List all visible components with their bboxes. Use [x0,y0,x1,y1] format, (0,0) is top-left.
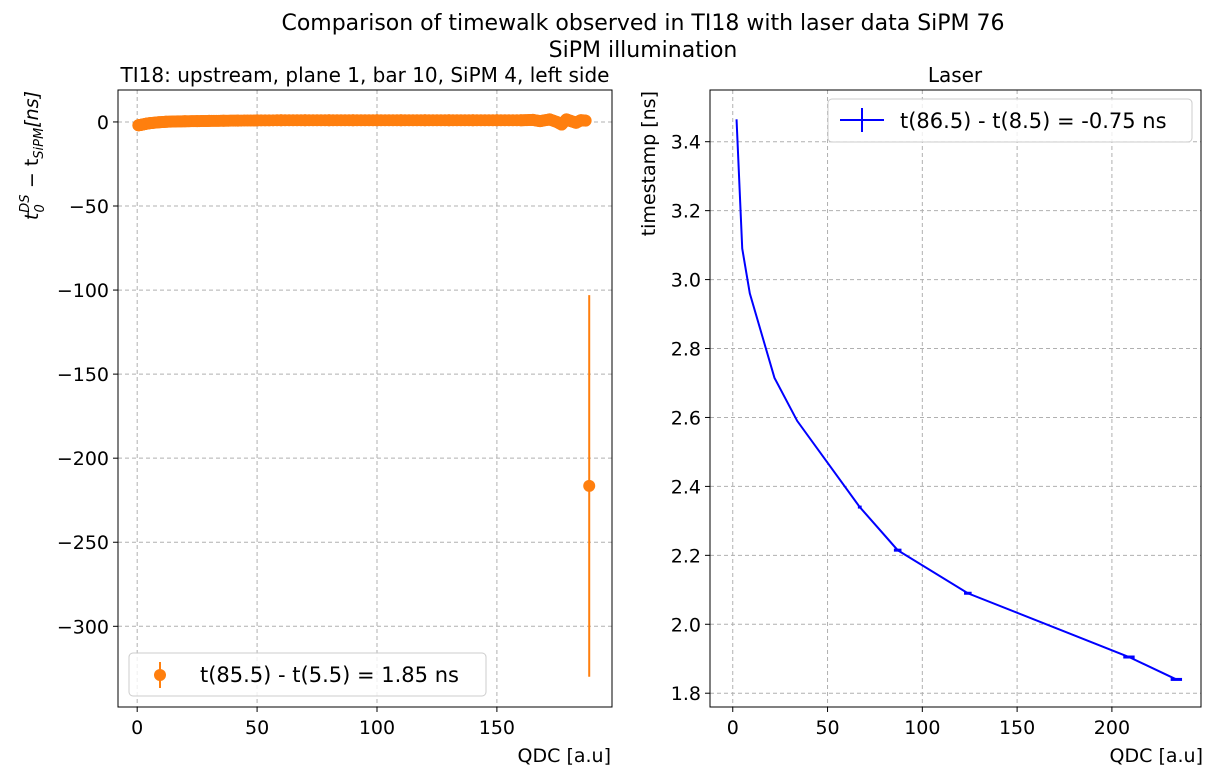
data-point [490,114,503,127]
x-tick-label: 150 [479,717,515,739]
y-tick-label: −150 [57,364,109,386]
right-chart-title: Laser [928,63,983,87]
data-point [514,114,527,127]
data-point [159,115,172,128]
y-tick-label: −300 [57,616,109,638]
x-tick-label: 0 [727,717,739,739]
y-tick-label: 3.2 [671,201,701,223]
data-point [579,114,592,127]
right-series-blue [735,119,1183,681]
x-tick-label: 150 [999,717,1035,739]
left-ticks: 0 50 100 150 0 −50 −100 −150 −200 −250 −300 [57,112,515,739]
x-tick-label: 100 [359,717,395,739]
left-chart-title: TI18: upstream, plane 1, bar 10, SiPM 4,… [120,63,610,87]
data-point [203,114,216,127]
right-legend-label: t(86.5) - t(8.5) = -0.75 ns [900,109,1167,133]
right-axes-frame [709,89,1202,708]
y-tick-label: 3.4 [671,132,701,154]
data-point [466,114,479,127]
data-point [418,114,431,127]
right-chart-panel: Laser 0 50 100 150 200 1.8 2.0 2.2 2.4 2.6 2.8 3.0 3… [638,63,1203,767]
y-tick-label: −50 [69,196,109,218]
data-point [169,115,182,128]
data-point [251,114,264,127]
y-tick-label: −200 [57,448,109,470]
left-legend-label: t(85.5) - t(5.5) = 1.85 ns [200,663,459,687]
data-point [217,114,230,127]
left-y-axis-label: tDS0 − tSiPM[ns] [18,91,48,220]
x-tick-label: 0 [131,717,143,739]
left-legend-box [128,652,487,697]
y-tick-label: 2.4 [671,476,701,498]
right-gridlines [710,90,1201,707]
data-point [583,479,596,492]
left-legend-marker [154,669,166,681]
data-point [370,114,383,127]
series-line [735,119,1177,681]
figure-title-line2: SiPM illumination [549,38,738,63]
right-legend: t(86.5) - t(8.5) = -0.75 ns [827,98,1193,143]
data-point [191,115,204,128]
figure-title-line1: Comparison of timewalk observed in TI18 … [281,11,1004,36]
x-tick-label: 200 [1094,717,1130,739]
y-tick-label: 2.0 [671,614,701,636]
left-gridlines [118,90,612,707]
data-point [299,114,312,127]
data-point [231,114,244,127]
data-point [323,114,336,127]
y-tick-label: −100 [57,280,109,302]
data-point [442,114,455,127]
x-tick-label: 50 [815,717,839,739]
y-tick-label: 2.2 [671,545,701,567]
y-tick-label: 2.8 [671,339,701,361]
data-point [179,115,192,128]
y-tick-label: 2.6 [671,407,701,429]
right-y-axis-label: timestamp [ns] [638,91,660,236]
y-tick-label: 0 [97,112,109,134]
left-legend: t(85.5) - t(5.5) = 1.85 ns [128,652,487,697]
right-legend-box [827,98,1193,143]
data-point [347,114,360,127]
left-x-axis-label: QDC [a.u] [518,745,611,767]
left-chart-panel: TI18: upstream, plane 1, bar 10, SiPM 4,… [18,63,613,767]
y-tick-label: 1.8 [671,683,701,705]
data-point [534,115,547,128]
data-point [275,114,288,127]
x-tick-label: 50 [245,717,269,739]
left-axes-frame [117,89,613,708]
right-ticks: 0 50 100 150 200 1.8 2.0 2.2 2.4 2.6 2.8 3.0 3.2 3.4 [671,132,1130,739]
left-series-orange [132,113,596,677]
data-point [394,114,407,127]
y-tick-label: −250 [57,532,109,554]
y-tick-label: 3.0 [671,270,701,292]
right-x-axis-label: QDC [a.u] [1110,745,1203,767]
x-tick-label: 100 [904,717,940,739]
